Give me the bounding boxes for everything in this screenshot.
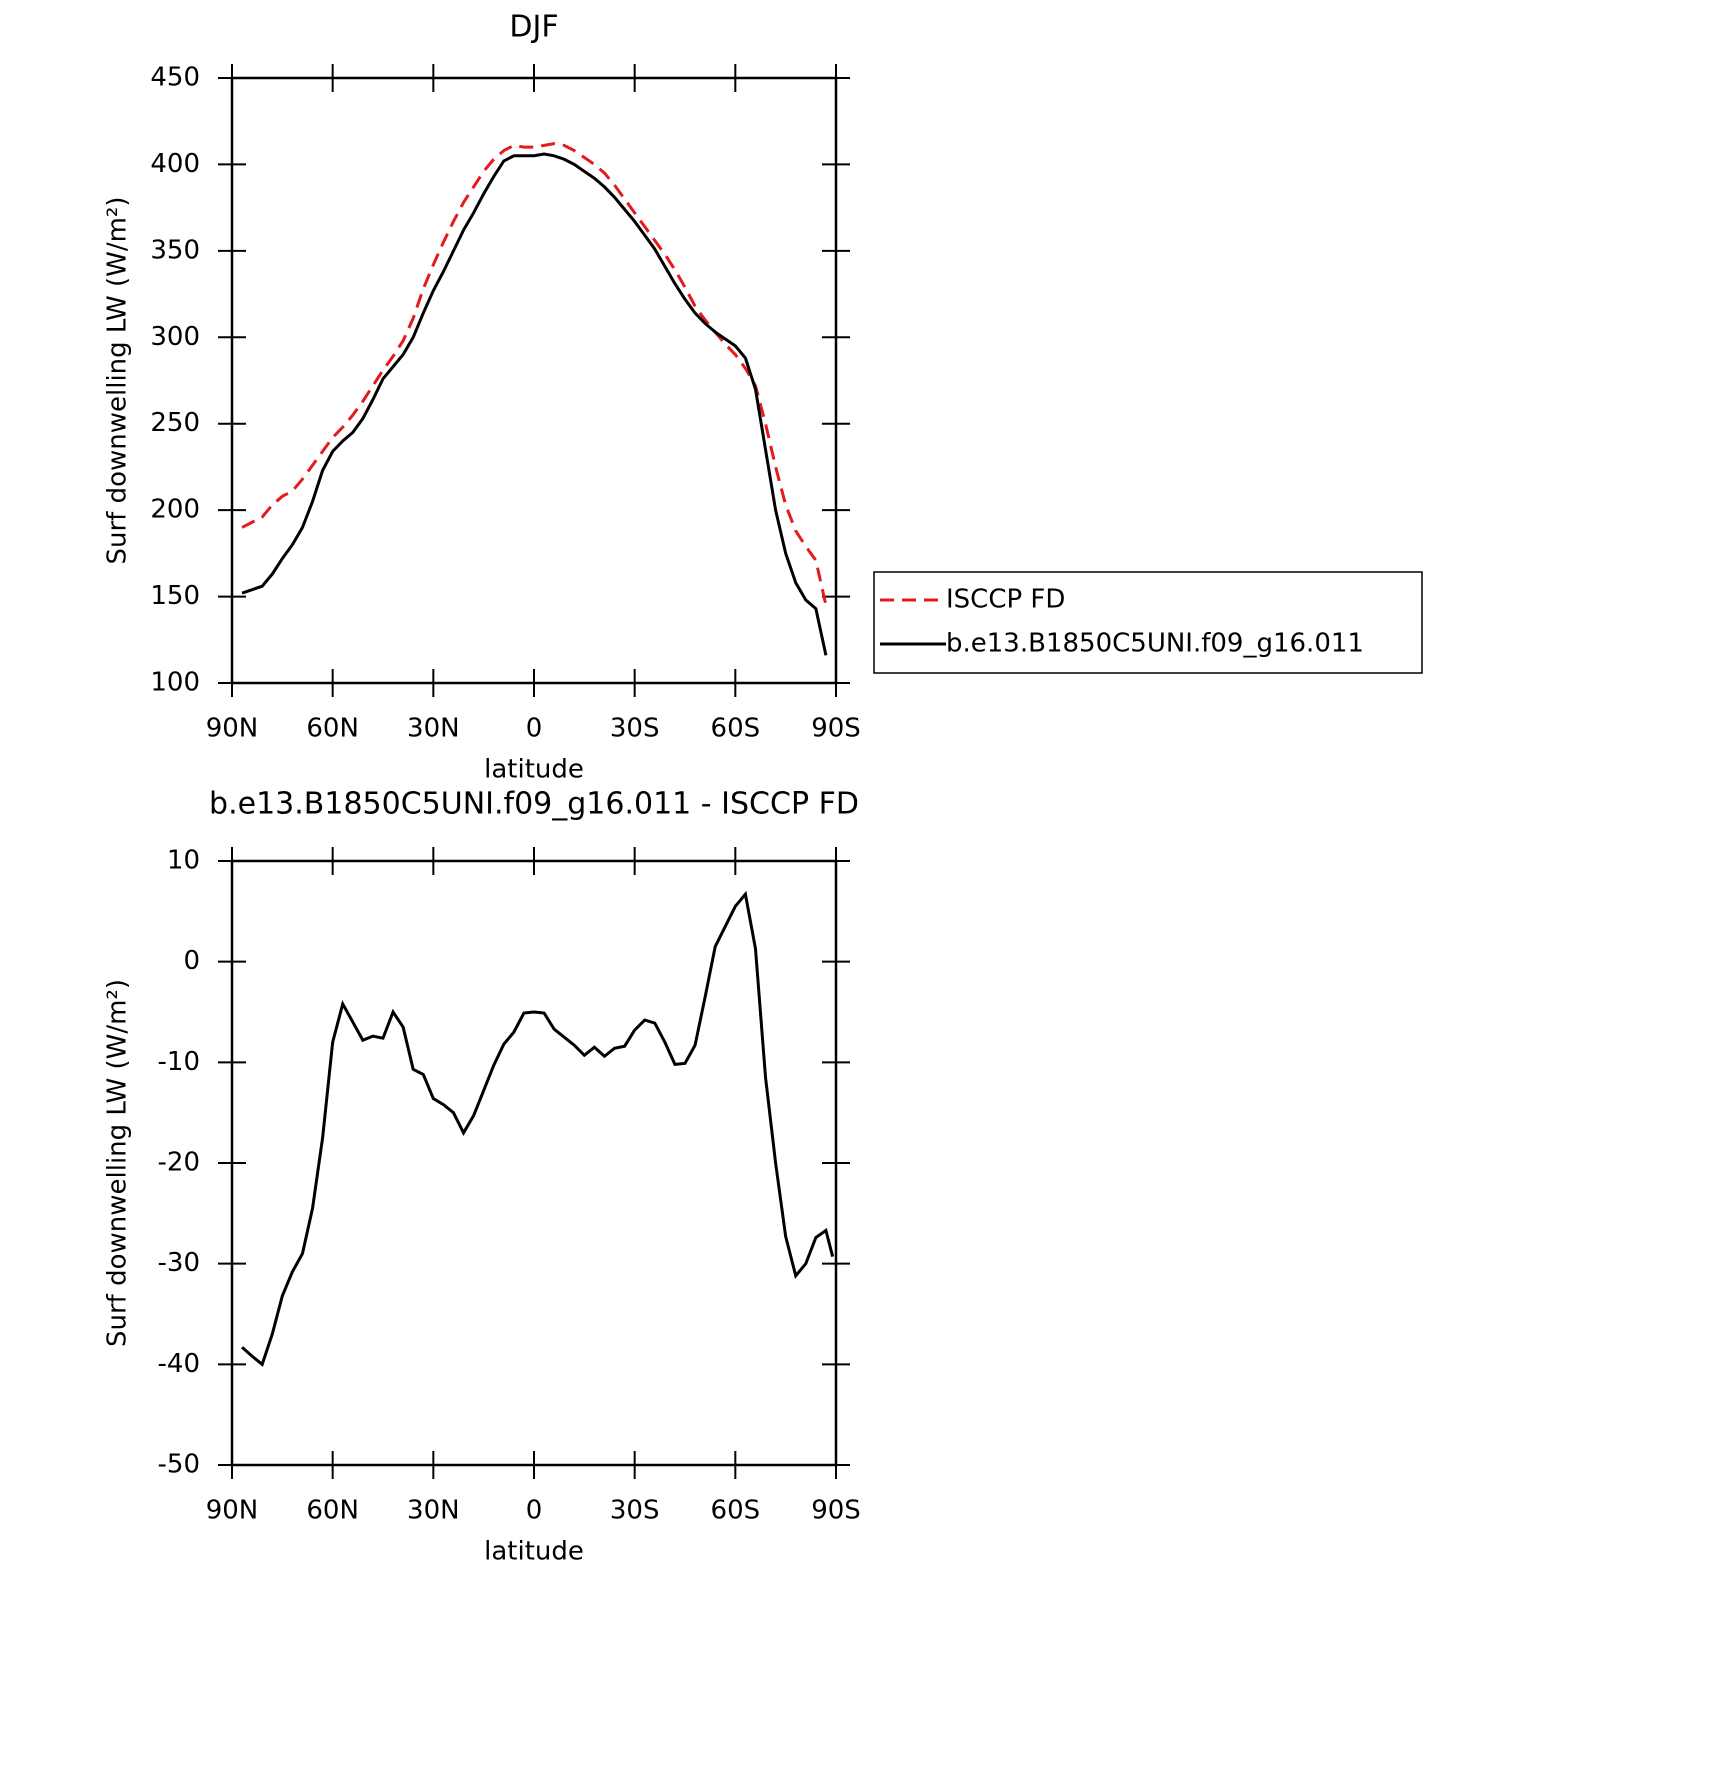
x-tick-label: 0 xyxy=(526,714,543,744)
y-tick-label: 0 xyxy=(183,946,200,976)
y-tick-label: 200 xyxy=(150,495,200,525)
x-axis-label: latitude xyxy=(484,755,584,785)
y-tick-label: -30 xyxy=(158,1248,200,1278)
x-tick-label: 60S xyxy=(711,1496,761,1526)
y-tick-label: 10 xyxy=(167,846,200,876)
data-line xyxy=(241,890,835,1367)
y-tick-label: 300 xyxy=(150,322,200,352)
y-tick-label: 400 xyxy=(150,149,200,179)
x-tick-label: 30S xyxy=(610,714,660,744)
y-tick-label: 150 xyxy=(150,581,200,611)
x-tick-label: 90N xyxy=(206,714,259,744)
chart-title: DJF xyxy=(509,10,558,45)
legend-box xyxy=(873,571,1423,674)
y-tick-label: 100 xyxy=(150,668,200,698)
x-tick-label: 90S xyxy=(811,714,861,744)
x-tick-label: 30N xyxy=(407,714,460,744)
data-line xyxy=(241,152,828,656)
y-tick-label: -10 xyxy=(158,1047,200,1077)
y-tick-label: -40 xyxy=(158,1349,200,1379)
x-tick-label: 0 xyxy=(526,1496,543,1526)
x-tick-label: 90S xyxy=(811,1496,861,1526)
y-tick-label: 450 xyxy=(150,63,200,93)
plot-frame xyxy=(230,859,838,1467)
x-tick-label: 30S xyxy=(610,1496,660,1526)
y-axis-label: Surf downwelling LW (W/m²) xyxy=(103,979,133,1347)
y-tick-label: 250 xyxy=(150,408,200,438)
plot-frame xyxy=(230,76,838,685)
x-tick-label: 60N xyxy=(306,714,359,744)
y-tick-label: -50 xyxy=(158,1450,200,1480)
x-tick-label: 30N xyxy=(407,1496,460,1526)
chart-title: b.e13.B1850C5UNI.f09_g16.011 - ISCCP FD xyxy=(209,787,859,822)
legend-label: b.e13.B1850C5UNI.f09_g16.011 xyxy=(946,629,1364,659)
x-tick-label: 60S xyxy=(711,714,761,744)
y-tick-label: -20 xyxy=(158,1148,200,1178)
legend-label: ISCCP FD xyxy=(946,585,1065,615)
x-tick-label: 60N xyxy=(306,1496,359,1526)
x-axis-label: latitude xyxy=(484,1537,584,1567)
x-tick-label: 90N xyxy=(206,1496,259,1526)
data-line xyxy=(241,142,828,606)
y-tick-label: 350 xyxy=(150,235,200,265)
y-axis-label: Surf downwelling LW (W/m²) xyxy=(103,197,133,565)
